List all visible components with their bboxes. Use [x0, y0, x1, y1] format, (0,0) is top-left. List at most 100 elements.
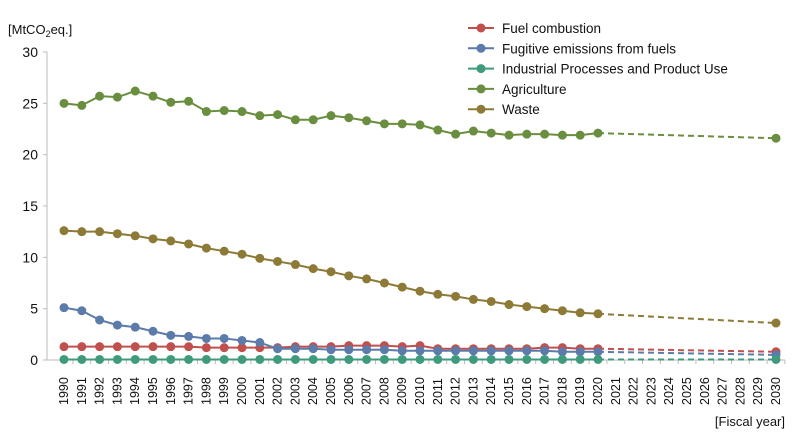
- x-tick-label: 2003: [288, 377, 302, 405]
- data-point: [379, 354, 389, 364]
- data-point: [201, 354, 211, 364]
- data-point: [112, 320, 122, 330]
- x-tick-label: 1995: [146, 377, 160, 405]
- data-point: [575, 347, 585, 357]
- x-tick-label: 2007: [360, 377, 374, 405]
- x-tick-label: 2028: [733, 377, 747, 405]
- x-tick-label: 2008: [377, 377, 391, 405]
- x-tick-label: 1997: [182, 377, 196, 405]
- data-point: [219, 106, 229, 116]
- legend-label: Waste: [502, 102, 540, 117]
- data-point: [575, 130, 585, 140]
- data-point: [557, 306, 567, 316]
- data-point: [166, 354, 176, 364]
- data-point: [290, 260, 300, 270]
- y-tick-label: 0: [30, 352, 38, 368]
- x-tick-label: 2005: [324, 377, 338, 405]
- data-point: [255, 338, 265, 348]
- data-point: [59, 226, 69, 236]
- projection-line: [597, 312, 777, 325]
- data-point: [95, 342, 105, 352]
- x-tick-label: 2000: [235, 377, 249, 405]
- x-tick-label: 2022: [627, 377, 641, 405]
- data-point: [95, 315, 105, 325]
- data-point: [201, 343, 211, 353]
- data-point: [219, 333, 229, 343]
- data-point: [557, 347, 567, 357]
- data-point: [379, 278, 389, 288]
- data-point: [593, 128, 603, 138]
- x-tick-label: 1990: [57, 377, 71, 405]
- x-tick-label: 1994: [128, 377, 142, 405]
- data-point: [237, 335, 247, 345]
- data-point: [166, 330, 176, 340]
- data-point-2030: [771, 354, 781, 364]
- data-point: [184, 342, 194, 352]
- data-point: [95, 227, 105, 237]
- data-point: [504, 130, 514, 140]
- data-point: [344, 113, 354, 123]
- data-point: [201, 107, 211, 117]
- data-point: [451, 291, 461, 301]
- x-tick-label: 2006: [342, 377, 356, 405]
- data-point: [451, 354, 461, 364]
- data-point: [273, 110, 283, 120]
- data-point: [290, 115, 300, 125]
- data-point: [397, 346, 407, 356]
- data-point: [540, 354, 550, 364]
- x-tick-label: 2024: [662, 377, 676, 405]
- data-point: [308, 115, 318, 125]
- data-point: [540, 346, 550, 356]
- data-point: [184, 331, 194, 341]
- data-point: [255, 354, 265, 364]
- y-axis-label: [MtCO2eq.]: [8, 22, 72, 39]
- y-tick-label: 10: [22, 249, 38, 265]
- data-point: [415, 346, 425, 356]
- data-point: [59, 98, 69, 108]
- x-tick-label: 1996: [164, 377, 178, 405]
- data-point: [130, 322, 140, 332]
- data-point: [575, 308, 585, 318]
- data-point: [540, 129, 550, 139]
- data-point: [112, 92, 122, 102]
- data-point: [593, 347, 603, 357]
- data-point: [468, 346, 478, 356]
- data-point: [59, 354, 69, 364]
- data-point: [166, 342, 176, 352]
- data-point: [130, 342, 140, 352]
- data-point: [557, 354, 567, 364]
- data-point: [468, 354, 478, 364]
- data-point: [148, 326, 158, 336]
- x-tick-label: 2011: [431, 378, 445, 405]
- data-point: [201, 243, 211, 253]
- data-point: [362, 274, 372, 284]
- data-point-2030: [771, 318, 781, 328]
- data-point: [362, 354, 372, 364]
- data-point: [59, 342, 69, 352]
- data-point: [397, 119, 407, 129]
- data-point: [433, 346, 443, 356]
- x-tick-label: 2001: [253, 377, 267, 405]
- data-point: [77, 100, 87, 110]
- data-point: [308, 264, 318, 274]
- data-point: [148, 342, 158, 352]
- data-point: [397, 282, 407, 292]
- x-tick-label: 2012: [449, 377, 463, 405]
- data-point: [166, 97, 176, 107]
- x-tick-label: 2004: [306, 377, 320, 405]
- data-point: [415, 354, 425, 364]
- x-tick-label: 2025: [680, 377, 694, 405]
- data-point: [130, 354, 140, 364]
- data-point: [130, 231, 140, 241]
- data-point: [575, 354, 585, 364]
- data-point: [201, 333, 211, 343]
- data-point: [148, 354, 158, 364]
- x-tick-label: 2027: [716, 377, 730, 405]
- data-point: [522, 129, 532, 139]
- data-point: [95, 354, 105, 364]
- data-point: [130, 86, 140, 96]
- data-point: [219, 354, 229, 364]
- data-point: [379, 345, 389, 355]
- data-point: [486, 346, 496, 356]
- x-tick-label: 2014: [484, 377, 498, 405]
